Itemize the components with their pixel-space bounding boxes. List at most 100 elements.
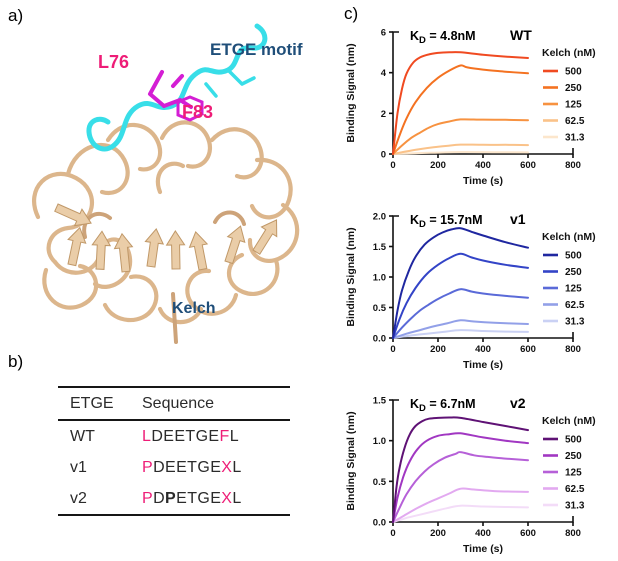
sequence-segment: P bbox=[142, 489, 154, 507]
x-axis-title: Time (s) bbox=[463, 543, 503, 555]
x-tick-label: 800 bbox=[565, 528, 581, 539]
series-line-125 bbox=[392, 288, 529, 339]
y-tick-label: 1.5 bbox=[373, 396, 387, 407]
legend-label: 125 bbox=[565, 100, 582, 111]
series-line-62.5 bbox=[392, 143, 529, 155]
variant-label: WT bbox=[510, 27, 532, 43]
panel-b-label: b) bbox=[8, 352, 24, 371]
y-tick-label: 6 bbox=[381, 28, 386, 39]
residue-label-f83: F83 bbox=[182, 102, 214, 122]
legend-label: 31.3 bbox=[565, 317, 585, 328]
series-line-125 bbox=[392, 451, 529, 523]
etge-peptide bbox=[86, 23, 268, 152]
x-tick-label: 600 bbox=[520, 344, 536, 355]
sequence-segment: F bbox=[219, 427, 230, 445]
table-header-row: ETGE Sequence bbox=[58, 388, 290, 421]
y-tick-label: 2 bbox=[381, 109, 386, 120]
legend-label: 250 bbox=[565, 83, 582, 94]
y-tick-label: 4 bbox=[381, 68, 387, 79]
x-tick-label: 0 bbox=[390, 160, 395, 171]
table-header-sequence: Sequence bbox=[142, 394, 215, 412]
sequence-segment: P bbox=[165, 489, 177, 507]
variant-label: v1 bbox=[510, 211, 526, 227]
kelch-structure-drawing bbox=[31, 23, 300, 344]
legend-label: 62.5 bbox=[565, 300, 585, 311]
y-tick-label: 1.5 bbox=[373, 242, 387, 253]
legend-label: 125 bbox=[565, 468, 582, 479]
residue-label-l76: L76 bbox=[98, 52, 130, 72]
sequence-segment: D bbox=[153, 489, 166, 507]
sequence-segment: P bbox=[142, 458, 154, 476]
y-tick-label: 0.5 bbox=[373, 303, 387, 314]
sequence-cell: PDPETGEXL bbox=[142, 490, 290, 508]
x-tick-label: 400 bbox=[475, 344, 491, 355]
series-line-250 bbox=[392, 252, 529, 339]
legend-label: 125 bbox=[565, 284, 582, 295]
chart-v2: 0.0 0.5 1.0 1.5 0 200 400 600 800 Binding Signal … bbox=[340, 376, 618, 560]
chart-wt: 0 2 4 6 0 200 400 600 800 Binding Signal (nm) Time… bbox=[340, 8, 618, 192]
series-line-31.3 bbox=[392, 150, 529, 155]
series-line-250 bbox=[392, 64, 529, 155]
x-tick-label: 200 bbox=[430, 160, 446, 171]
series-line-500 bbox=[392, 51, 529, 155]
sequence-segment: DEETGE bbox=[153, 458, 222, 476]
sequence-segment: X bbox=[221, 458, 233, 476]
binding-chart-svg-v2: 0.0 0.5 1.0 1.5 0 200 400 600 800 Binding Signal … bbox=[345, 395, 596, 555]
ribbon-loops bbox=[31, 120, 300, 325]
x-axis-title: Time (s) bbox=[463, 175, 503, 187]
legend-title: Kelch (nM) bbox=[542, 415, 596, 427]
ribbon-loops-dark bbox=[82, 210, 246, 344]
x-tick-label: 600 bbox=[520, 528, 536, 539]
residue-sticks bbox=[148, 70, 204, 122]
x-tick-label: 800 bbox=[565, 160, 581, 171]
sequence-segment: ETGE bbox=[176, 489, 222, 507]
legend-label: 250 bbox=[565, 451, 582, 462]
series-line-500 bbox=[392, 416, 529, 523]
table-row: v1 PDEETGEXL bbox=[58, 452, 290, 483]
series-line-62.5 bbox=[392, 487, 529, 523]
etge-table-body: WT LDEETGEFL v1 PDEETGEXL v2 PDPETGEXL bbox=[58, 421, 290, 514]
sequence-segment: DEETGE bbox=[151, 427, 220, 445]
table-header-etge: ETGE bbox=[70, 394, 114, 412]
series-line-250 bbox=[392, 432, 529, 523]
x-tick-label: 200 bbox=[430, 344, 446, 355]
legend-label: 500 bbox=[565, 435, 582, 446]
table-row: WT LDEETGEFL bbox=[58, 421, 290, 452]
table-row: v2 PDPETGEXL bbox=[58, 483, 290, 514]
sequence-segment: X bbox=[221, 489, 233, 507]
x-tick-label: 400 bbox=[475, 528, 491, 539]
kd-label: KD = 15.7nM bbox=[410, 213, 483, 230]
variant-label: v2 bbox=[510, 395, 526, 411]
legend-label: 250 bbox=[565, 267, 582, 278]
chart-v1: 0.0 0.5 1.0 1.5 2.0 0 200 400 600 800 Binding Sign… bbox=[340, 192, 618, 376]
legend-title: Kelch (nM) bbox=[542, 231, 596, 243]
legend-label: 500 bbox=[565, 67, 582, 78]
etge-sequence-table: ETGE Sequence WT LDEETGEFL v1 PDEETGEXL v2 PD… bbox=[58, 386, 290, 516]
sequence-segment: L bbox=[232, 489, 242, 507]
variant-name-cell: v2 bbox=[70, 489, 87, 507]
y-tick-label: 1.0 bbox=[373, 273, 386, 284]
x-tick-label: 0 bbox=[390, 528, 395, 539]
sequence-segment: L bbox=[232, 458, 242, 476]
y-axis-title: Binding Signal (nm) bbox=[345, 227, 357, 326]
x-tick-label: 800 bbox=[565, 344, 581, 355]
series-line-31.3 bbox=[392, 504, 529, 523]
y-axis-title: Binding Signal (nm) bbox=[345, 411, 357, 510]
x-tick-label: 200 bbox=[430, 528, 446, 539]
x-tick-label: 0 bbox=[390, 344, 395, 355]
legend-label: 31.3 bbox=[565, 133, 585, 144]
sequence-segment: L bbox=[229, 427, 240, 445]
series-line-62.5 bbox=[392, 319, 529, 339]
variant-name-cell: WT bbox=[70, 427, 95, 445]
variant-name-cell: v1 bbox=[70, 458, 87, 476]
y-tick-label: 0.0 bbox=[373, 334, 386, 345]
x-axis-title: Time (s) bbox=[463, 359, 503, 371]
y-tick-label: 0 bbox=[381, 150, 386, 161]
y-tick-label: 0.5 bbox=[373, 477, 387, 488]
y-tick-label: 1.0 bbox=[373, 436, 386, 447]
x-tick-label: 600 bbox=[520, 160, 536, 171]
legend-label: 62.5 bbox=[565, 484, 585, 495]
motif-label: ETGE motif bbox=[210, 40, 303, 59]
legend-title: Kelch (nM) bbox=[542, 47, 596, 59]
